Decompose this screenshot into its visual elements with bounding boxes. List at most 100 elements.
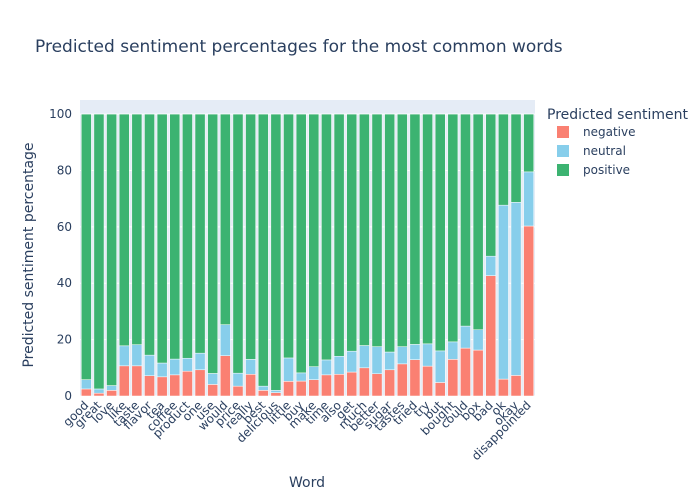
bar-negative[interactable]: [359, 367, 370, 397]
bar-neutral[interactable]: [523, 171, 534, 227]
bar-neutral[interactable]: [245, 359, 256, 375]
bar-neutral[interactable]: [359, 345, 370, 369]
bar-neutral[interactable]: [422, 343, 433, 367]
bar-positive[interactable]: [447, 113, 459, 343]
bar-neutral[interactable]: [106, 385, 117, 391]
bar-positive[interactable]: [283, 113, 294, 359]
bar-negative[interactable]: [371, 373, 383, 397]
bar-positive[interactable]: [144, 113, 155, 356]
bar-neutral[interactable]: [409, 344, 421, 360]
bar-negative[interactable]: [321, 374, 332, 397]
bar-negative[interactable]: [460, 347, 471, 397]
bar-negative[interactable]: [194, 369, 206, 397]
bar-neutral[interactable]: [498, 204, 509, 380]
bar-neutral[interactable]: [270, 390, 282, 393]
bar-positive[interactable]: [371, 113, 383, 347]
bar-positive[interactable]: [270, 113, 282, 391]
bar-negative[interactable]: [81, 388, 92, 397]
bar-neutral[interactable]: [295, 372, 307, 382]
bar-negative[interactable]: [396, 363, 408, 397]
legend-label-negative[interactable]: negative: [583, 125, 635, 139]
bar-neutral[interactable]: [283, 357, 294, 382]
bar-neutral[interactable]: [207, 373, 219, 385]
bar-positive[interactable]: [182, 113, 193, 359]
bar-negative[interactable]: [409, 359, 421, 397]
bar-neutral[interactable]: [321, 359, 332, 376]
bar-neutral[interactable]: [93, 388, 105, 394]
bar-positive[interactable]: [207, 113, 219, 374]
bar-negative[interactable]: [422, 365, 433, 397]
bar-neutral[interactable]: [194, 352, 206, 371]
bar-positive[interactable]: [106, 113, 117, 386]
bar-positive[interactable]: [232, 113, 244, 374]
legend-swatch-negative[interactable]: [557, 126, 569, 138]
bar-positive[interactable]: [498, 113, 509, 206]
bar-positive[interactable]: [321, 113, 332, 361]
legend-label-positive[interactable]: positive: [583, 163, 630, 177]
bar-positive[interactable]: [396, 113, 408, 347]
bar-neutral[interactable]: [396, 346, 408, 365]
bar-negative[interactable]: [333, 374, 345, 397]
bar-neutral[interactable]: [232, 372, 244, 387]
legend-label-neutral[interactable]: neutral: [583, 144, 626, 158]
bar-positive[interactable]: [295, 113, 307, 374]
legend-swatch-neutral[interactable]: [557, 145, 569, 157]
bar-positive[interactable]: [131, 113, 143, 345]
bar-positive[interactable]: [523, 113, 534, 173]
bar-negative[interactable]: [245, 374, 256, 397]
bar-neutral[interactable]: [472, 329, 484, 351]
bar-positive[interactable]: [169, 113, 181, 360]
bar-neutral[interactable]: [144, 354, 155, 376]
legend-swatch-positive[interactable]: [557, 164, 569, 176]
bar-positive[interactable]: [422, 113, 433, 345]
bar-positive[interactable]: [333, 113, 345, 357]
bar-neutral[interactable]: [118, 345, 130, 367]
bar-negative[interactable]: [156, 376, 168, 397]
bar-neutral[interactable]: [182, 357, 193, 372]
bar-positive[interactable]: [156, 113, 168, 364]
bar-negative[interactable]: [346, 371, 358, 397]
bar-negative[interactable]: [131, 365, 143, 397]
bar-negative[interactable]: [523, 225, 534, 397]
bar-neutral[interactable]: [447, 341, 459, 360]
bar-negative[interactable]: [295, 380, 307, 397]
legend[interactable]: Predicted sentiment negative neutral posit…: [547, 107, 688, 177]
bar-negative[interactable]: [169, 374, 181, 397]
bar-neutral[interactable]: [333, 356, 345, 375]
bar-positive[interactable]: [93, 113, 105, 390]
bar-positive[interactable]: [472, 113, 484, 331]
bar-negative[interactable]: [118, 365, 130, 397]
bar-positive[interactable]: [81, 113, 92, 380]
bar-negative[interactable]: [182, 370, 193, 397]
bar-negative[interactable]: [283, 381, 294, 397]
bar-positive[interactable]: [346, 113, 358, 352]
bar-negative[interactable]: [257, 390, 269, 397]
bar-positive[interactable]: [510, 113, 522, 203]
bar-neutral[interactable]: [460, 325, 471, 349]
bar-neutral[interactable]: [485, 255, 497, 276]
bar-negative[interactable]: [106, 390, 117, 397]
bar-positive[interactable]: [257, 113, 269, 387]
bar-negative[interactable]: [93, 392, 105, 397]
bar-negative[interactable]: [220, 355, 231, 397]
bar-negative[interactable]: [472, 349, 484, 397]
bar-negative[interactable]: [308, 379, 320, 397]
bar-positive[interactable]: [245, 113, 256, 360]
bar-negative[interactable]: [485, 275, 497, 397]
bar-neutral[interactable]: [257, 385, 269, 391]
bar-positive[interactable]: [384, 113, 395, 353]
bar-neutral[interactable]: [434, 350, 446, 383]
bar-positive[interactable]: [194, 113, 206, 354]
bar-neutral[interactable]: [131, 344, 143, 367]
bar-negative[interactable]: [207, 384, 219, 397]
bar-neutral[interactable]: [510, 202, 522, 376]
bar-positive[interactable]: [220, 113, 231, 325]
bar-negative[interactable]: [498, 378, 509, 397]
bar-positive[interactable]: [485, 113, 497, 257]
bar-neutral[interactable]: [220, 324, 231, 356]
bar-positive[interactable]: [118, 113, 130, 347]
bar-negative[interactable]: [232, 385, 244, 397]
bar-positive[interactable]: [308, 113, 320, 367]
bar-positive[interactable]: [409, 113, 421, 345]
bar-positive[interactable]: [359, 113, 370, 346]
